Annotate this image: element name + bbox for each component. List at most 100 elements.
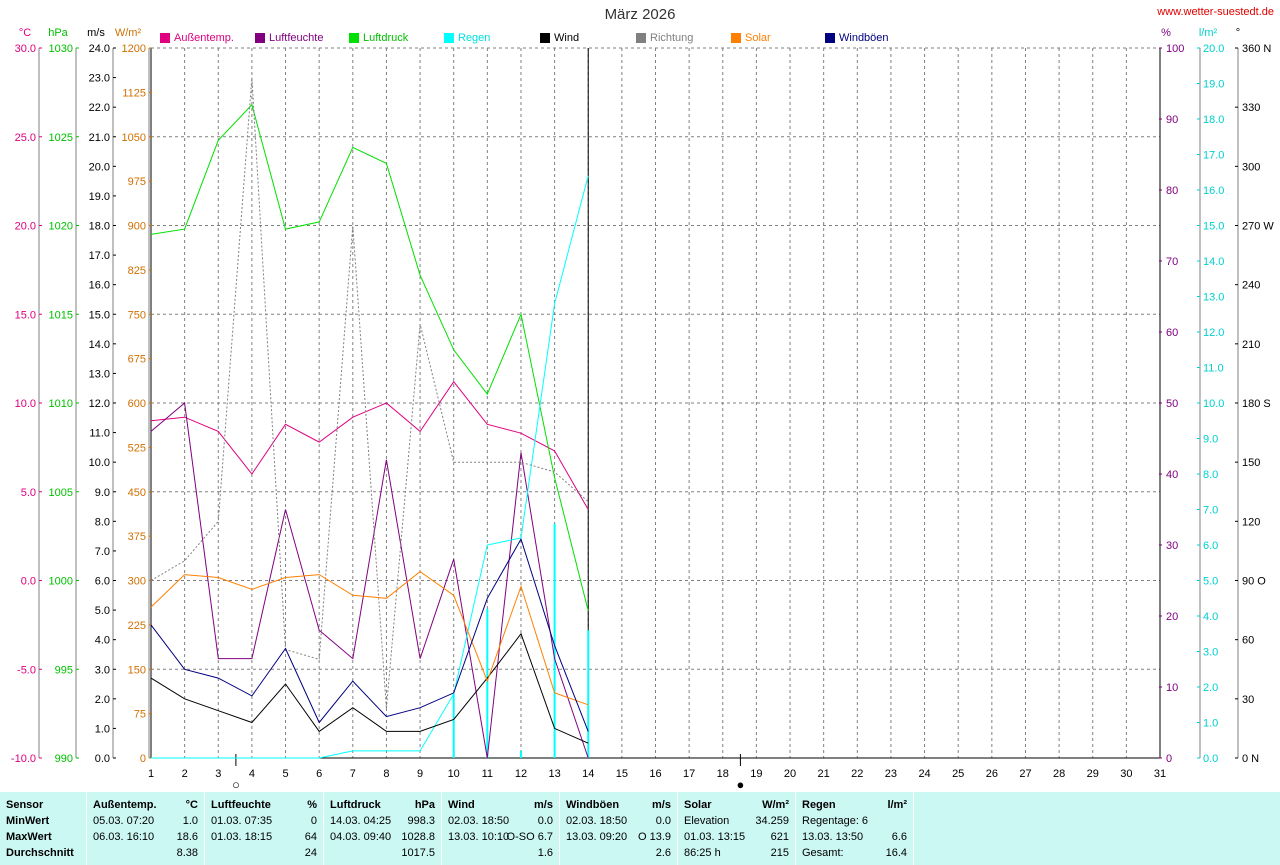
direction-tick-label: 240 xyxy=(1242,280,1260,292)
solar-tick-label: 0 xyxy=(140,753,146,765)
stats-cell-when: 13.03. 13:50 xyxy=(802,831,864,843)
stats-header-title: Außentemp. xyxy=(93,799,157,811)
legend-swatch xyxy=(825,33,835,43)
solar-tick-label: 225 xyxy=(128,620,146,632)
pressure-tick-label: 1015 xyxy=(49,309,73,321)
wind-tick-label: 2.0 xyxy=(95,694,110,706)
site-link[interactable]: www.wetter-suestedt.de xyxy=(1157,6,1274,18)
x-tick-label: 31 xyxy=(1154,768,1166,780)
stats-header-unit: m/s xyxy=(534,799,553,811)
x-tick-label: 1 xyxy=(148,768,154,780)
x-tick-label: 6 xyxy=(316,768,322,780)
humidity-tick-label: 50 xyxy=(1166,398,1178,410)
stats-cell-row: 1017.5 xyxy=(330,846,435,861)
legend-label: Solar xyxy=(745,32,771,44)
rain-tick-label: 0.0 xyxy=(1203,753,1218,765)
x-tick-label: 19 xyxy=(750,768,762,780)
stats-column: Außentemp. °C 05.03. 07:20 1.0 06.03. 16:10 1… xyxy=(87,792,205,865)
solar-tick-label: 1125 xyxy=(122,87,146,99)
humidity-tick-label: 100 xyxy=(1166,43,1184,55)
wind-tick-label: 16.0 xyxy=(89,280,110,292)
stats-cell-value: 0.0 xyxy=(655,815,671,827)
stats-cell-row: 01.03. 13:15 621 xyxy=(684,830,789,845)
temp-tick-label: 10.0 xyxy=(15,398,36,410)
stats-header: Solar W/m² xyxy=(684,798,789,813)
rain-tick-label: 1.0 xyxy=(1203,718,1218,730)
x-tick-label: 28 xyxy=(1053,768,1065,780)
temp-axis-unit: °C xyxy=(19,27,31,39)
stats-cell-when: 14.03. 04:25 xyxy=(330,815,392,827)
stats-header: Regen l/m² xyxy=(802,798,907,813)
stats-cell-value: 34.259 xyxy=(755,815,789,827)
x-tick-label: 12 xyxy=(515,768,527,780)
stats-header-title: Wind xyxy=(448,799,475,811)
wind-tick-label: 9.0 xyxy=(95,487,110,499)
stats-header-title: Regen xyxy=(802,799,836,811)
x-tick-label: 5 xyxy=(282,768,288,780)
pressure-tick-label: 1005 xyxy=(49,487,73,499)
x-tick-label: 24 xyxy=(918,768,930,780)
stats-header: Luftfeuchte% xyxy=(211,798,317,813)
stats-cell-row: 01.03. 18:15 64 xyxy=(211,830,317,845)
pressure-tick-label: 1010 xyxy=(49,398,73,410)
solar-tick-label: 975 xyxy=(128,176,146,188)
stats-cell-when: 86:25 h xyxy=(684,847,721,859)
temp-tick-label: 15.0 xyxy=(15,309,36,321)
legend-label: Luftfeuchte xyxy=(269,32,324,44)
direction-tick-label: 60 xyxy=(1242,635,1254,647)
rain-tick-label: 20.0 xyxy=(1203,43,1224,55)
stats-column: Windböen m/s 02.03. 18:50 0.0 13.03. 09:20 O … xyxy=(560,792,678,865)
humidity-tick-label: 70 xyxy=(1166,256,1178,268)
stats-cell-row: 14.03. 04:25 998.3 xyxy=(330,814,435,829)
stats-cell-value: 1017.5 xyxy=(401,847,435,859)
stats-header: Windböen m/s xyxy=(566,798,671,813)
temp-tick-label: 30.0 xyxy=(15,43,36,55)
temp-tick-label: 20.0 xyxy=(15,221,36,233)
x-tick-label: 2 xyxy=(182,768,188,780)
wind-tick-label: 11.0 xyxy=(89,428,110,440)
legend-label: Windböen xyxy=(839,32,889,44)
stats-header-unit: hPa xyxy=(414,799,435,811)
x-tick-label: 10 xyxy=(448,768,460,780)
stats-header-unit: % xyxy=(307,799,317,811)
temp-tick-label: 0.0 xyxy=(21,576,36,588)
x-tick-label: 17 xyxy=(683,768,695,780)
legend-item: Regen xyxy=(444,31,490,45)
rain-tick-label: 19.0 xyxy=(1203,79,1224,91)
stats-cell-when: Regentage: 6 xyxy=(802,815,869,827)
rain-tick-label: 9.0 xyxy=(1203,434,1218,446)
humidity-axis-unit: % xyxy=(1161,27,1171,39)
stats-header-unit: l/m² xyxy=(887,799,907,811)
rain-tick-label: 8.0 xyxy=(1203,469,1218,481)
legend-swatch xyxy=(349,33,359,43)
direction-tick-label: 180 S xyxy=(1242,398,1271,410)
stats-column: Solar W/m² Elevation 34.259 01.03. 13:15 621 8… xyxy=(678,792,796,865)
legend-swatch xyxy=(731,33,741,43)
humidity-tick-label: 40 xyxy=(1166,469,1178,481)
stats-column: Luftdruck hPa 14.03. 04:25 998.3 04.03. 09:4… xyxy=(324,792,442,865)
pressure-tick-label: 1020 xyxy=(49,221,73,233)
x-tick-label: 8 xyxy=(383,768,389,780)
stats-cell-row: 01.03. 07:35 0 xyxy=(211,814,317,829)
x-tick-label: 15 xyxy=(616,768,628,780)
x-tick-label: 27 xyxy=(1019,768,1031,780)
legend-item: Luftdruck xyxy=(349,31,408,45)
solar-tick-label: 1200 xyxy=(122,43,146,55)
direction-tick-label: 330 xyxy=(1242,102,1260,114)
stats-row-label: MinWert xyxy=(6,814,80,829)
stats-header-unit: °C xyxy=(185,799,198,811)
x-tick-label: 25 xyxy=(952,768,964,780)
stats-cell-when: Gesamt: xyxy=(802,847,844,859)
wind-tick-label: 18.0 xyxy=(89,221,110,233)
stats-cell-value: 6.6 xyxy=(891,831,907,843)
humidity-tick-label: 60 xyxy=(1166,327,1178,339)
stats-cell-value: 0.0 xyxy=(537,815,553,827)
solar-tick-label: 1050 xyxy=(122,132,146,144)
rain-tick-label: 10.0 xyxy=(1203,398,1224,410)
series-line-regen xyxy=(151,175,589,759)
stats-cell-row: 24 xyxy=(211,846,317,861)
rain-axis-unit: l/m² xyxy=(1199,27,1218,39)
stats-cell-row: 04.03. 09:40 1028.8 xyxy=(330,830,435,845)
stats-header-title: Luftfeuchte xyxy=(211,799,271,811)
stats-header: Außentemp. °C xyxy=(93,798,198,813)
